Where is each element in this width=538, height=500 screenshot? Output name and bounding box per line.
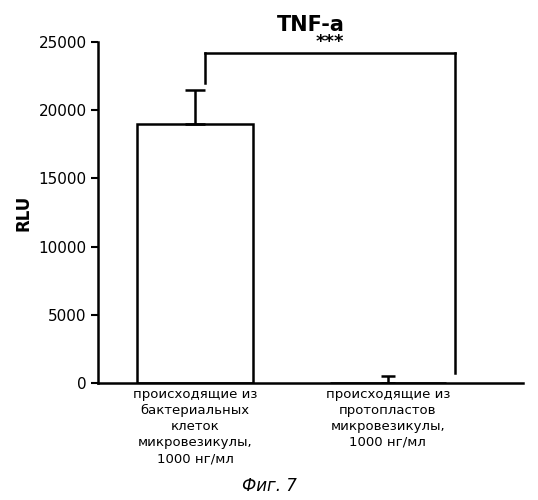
Title: TNF-a: TNF-a xyxy=(277,15,345,35)
Y-axis label: RLU: RLU xyxy=(15,194,33,230)
Text: Фиг. 7: Фиг. 7 xyxy=(242,477,296,495)
Bar xyxy=(137,124,253,383)
Text: ***: *** xyxy=(316,33,344,51)
